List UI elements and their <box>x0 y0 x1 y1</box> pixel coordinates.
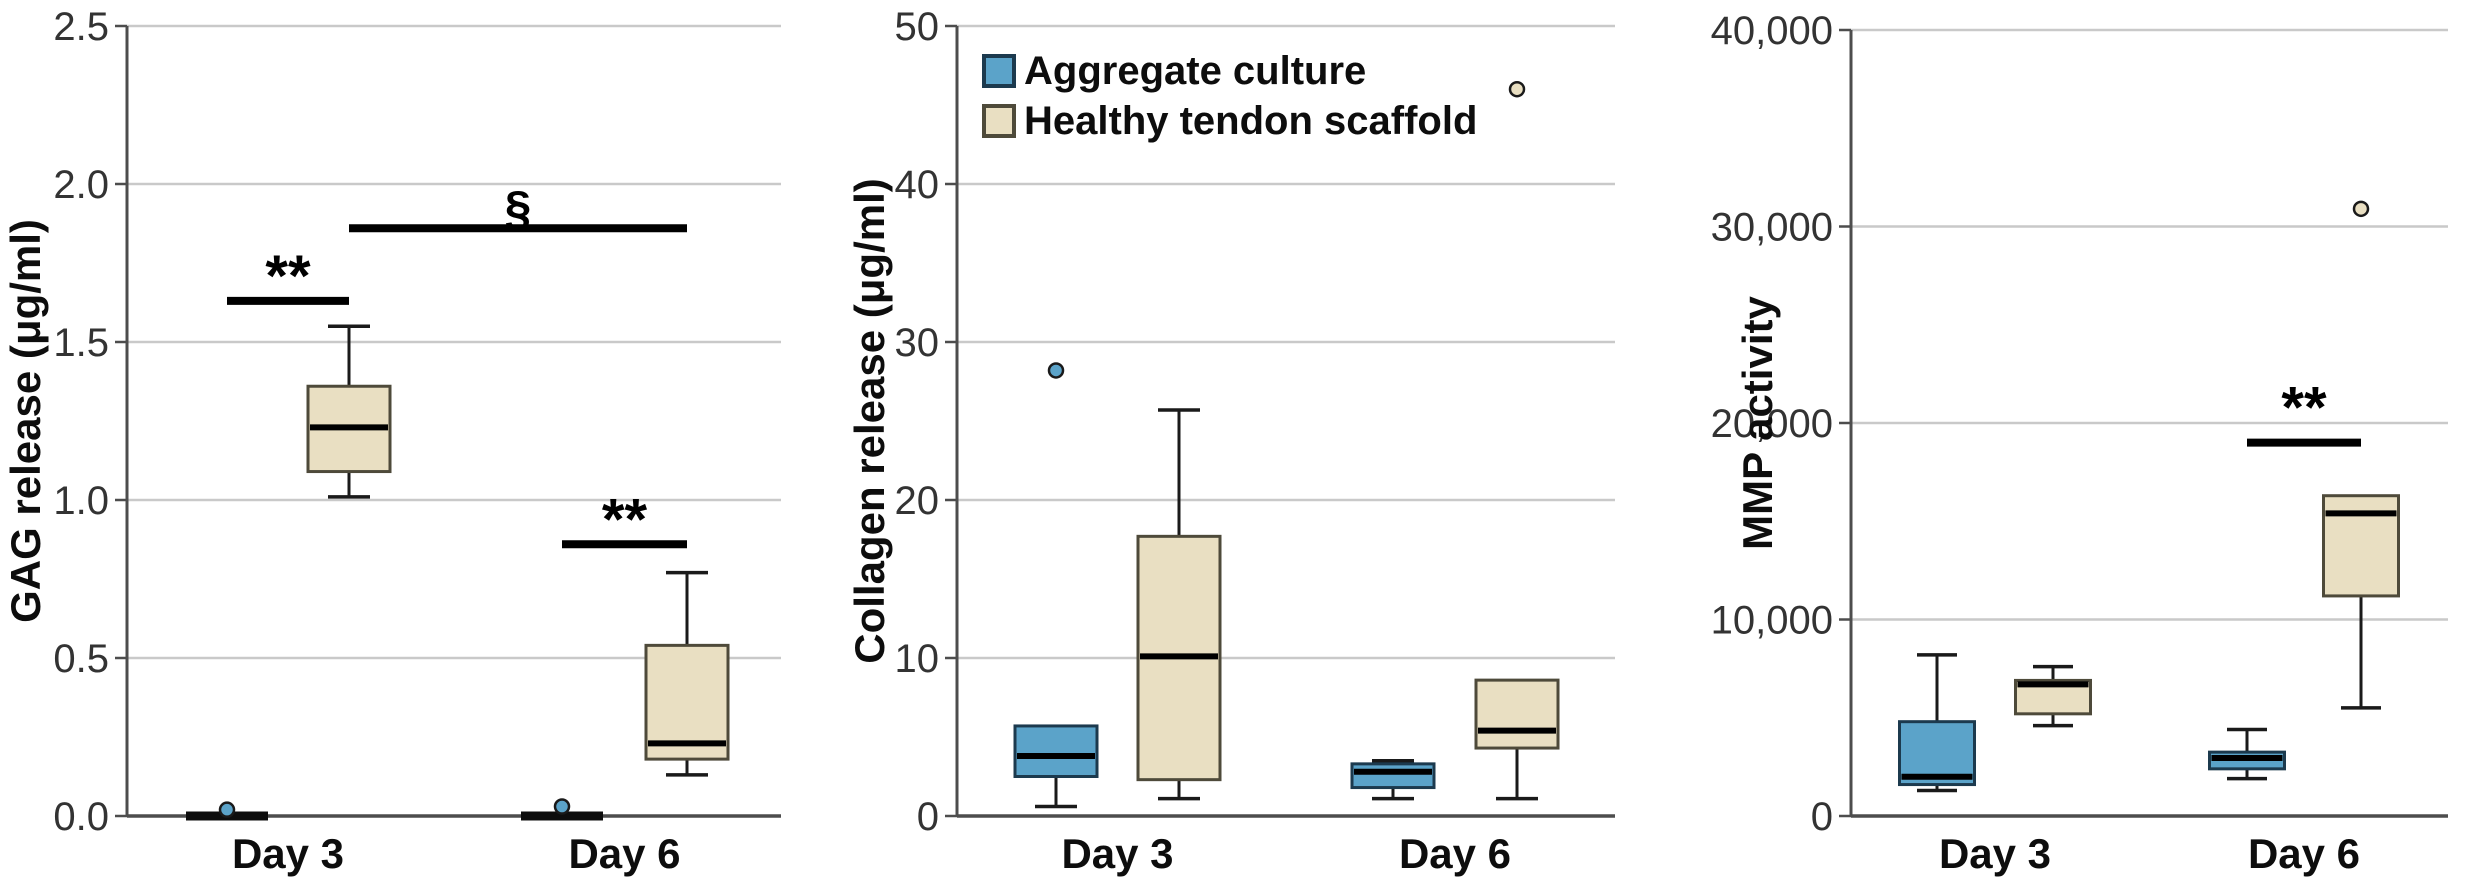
box <box>1474 678 1560 750</box>
collapsed-box <box>521 811 603 821</box>
box <box>1350 762 1436 790</box>
y-tick-label: 1.0 <box>53 479 109 523</box>
outlier-point <box>1047 362 1065 379</box>
sig-label: ** <box>2281 375 2327 440</box>
box-group-gag-aggregate-day6 <box>521 798 603 821</box>
box-group-collagen-aggregate-day3 <box>1013 362 1099 809</box>
legend-swatch-aggregate-culture <box>982 54 1016 88</box>
box <box>1013 724 1099 779</box>
sig-label: ** <box>602 487 648 552</box>
box-group-gag-scaffold-day3 <box>306 324 392 499</box>
box <box>644 643 730 761</box>
y-tick-label: 30,000 <box>1711 206 1833 250</box>
legend-label-healthy-tendon-scaffold: Healthy tendon scaffold <box>1024 99 1478 143</box>
x-category-label: Day 6 <box>1399 830 1511 877</box>
y-tick-label: 20 <box>895 479 940 523</box>
x-category-label: Day 6 <box>568 830 680 877</box>
x-category-label: Day 3 <box>1939 830 2051 877</box>
y-tick-label: 40,000 <box>1711 9 1833 53</box>
box-group-mmp-aggregate-day6 <box>2208 727 2286 781</box>
sig-label: ** <box>265 244 311 309</box>
y-tick-label: 10,000 <box>1711 599 1833 643</box>
legend-swatch-healthy-tendon-scaffold <box>982 104 1016 138</box>
y-tick-label: 0.0 <box>53 795 109 839</box>
sig-label: § <box>505 182 532 235</box>
box-group-mmp-scaffold-day6 <box>2322 200 2400 710</box>
y-tick-label: 0 <box>1811 795 1833 839</box>
y-axis-title: GAG release (μg/ml) <box>2 219 49 623</box>
y-tick-label: 0.5 <box>53 637 109 681</box>
outlier-point <box>2352 200 2370 218</box>
y-tick-label: 20,000 <box>1711 402 1833 446</box>
box-group-gag-scaffold-day6 <box>644 570 730 777</box>
y-tick-label: 2.0 <box>53 163 109 207</box>
panel-gag: 0.0 0.5 1.0 1.5 2.0 2.5 ** ** § Day 3 Day 6 GAG rel… <box>2 5 781 877</box>
legend-item-healthy-tendon-scaffold: Healthy tendon scaffold <box>982 99 1478 143</box>
box-group-gag-aggregate-day3 <box>186 801 268 821</box>
y-tick-label: 1.5 <box>53 321 109 365</box>
outlier-point <box>553 798 571 815</box>
legend-label-aggregate-culture: Aggregate culture <box>1024 49 1367 93</box>
y-tick-label: 2.5 <box>53 5 109 49</box>
x-category-label: Day 6 <box>2248 830 2360 877</box>
legend-item-aggregate-culture: Aggregate culture <box>982 49 1477 93</box>
y-axis-title: MMP activity <box>1734 296 1781 550</box>
x-category-label: Day 3 <box>1061 830 1173 877</box>
x-category-label: Day 3 <box>232 830 344 877</box>
y-tick-label: 50 <box>895 5 940 49</box>
y-tick-label: 0 <box>917 795 939 839</box>
outlier-point <box>1508 80 1526 98</box>
box-group-mmp-aggregate-day3 <box>1898 653 1976 793</box>
box-group-collagen-scaffold-day3 <box>1136 408 1222 801</box>
y-tick-label: 40 <box>895 163 940 207</box>
y-tick-label: 10 <box>895 637 940 681</box>
legend: Aggregate culture Healthy tendon scaffol… <box>982 49 1478 143</box>
y-axis-title: Collagen release (μg/ml) <box>846 178 893 664</box>
box-group-mmp-scaffold-day3 <box>2014 664 2092 728</box>
box-group-collagen-aggregate-day6 <box>1350 758 1436 801</box>
outlier-point <box>218 801 236 818</box>
panel-mmp: 0 10,000 20,000 30,000 40,000 ** Day 3 Day 6 MMP… <box>1711 9 2448 877</box>
panel-collagen: 0 10 20 30 40 50 Day 3 Day 6 Collagen release (μ… <box>846 5 1615 877</box>
box-group-collagen-scaffold-day6 <box>1474 80 1560 801</box>
y-tick-label: 30 <box>895 321 940 365</box>
